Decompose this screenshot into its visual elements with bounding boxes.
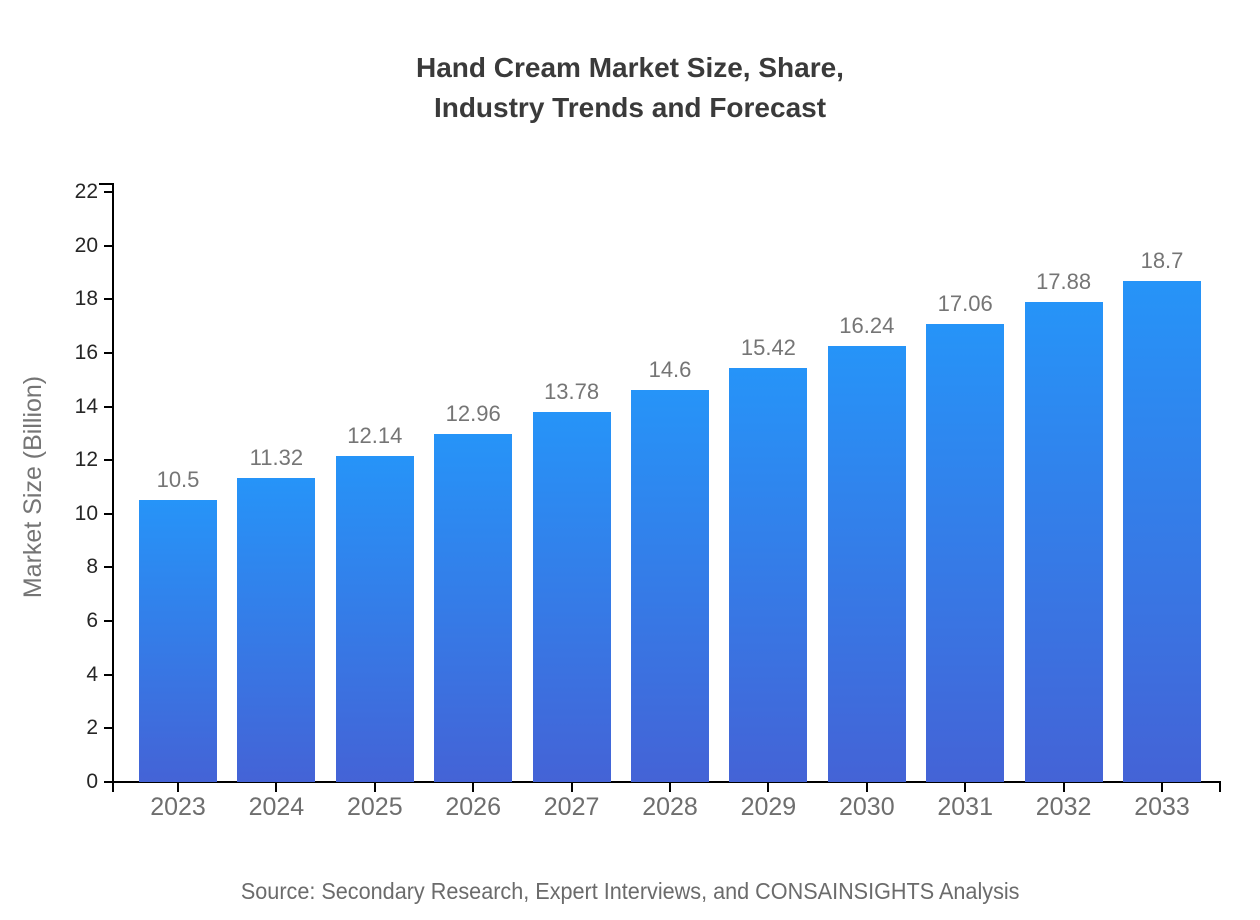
bar-value-label: 12.14	[347, 423, 403, 449]
chart-title: Hand Cream Market Size, Share, Industry …	[0, 48, 1260, 128]
bar	[434, 434, 513, 782]
x-tick-label: 2026	[445, 793, 501, 821]
y-tick-label: 16	[74, 340, 98, 364]
y-tick-mark	[104, 727, 113, 730]
bar	[827, 346, 906, 782]
y-tick-label: 10	[74, 501, 98, 525]
y-tick-mark	[104, 781, 113, 783]
x-tick-mark	[570, 783, 573, 792]
x-tick-mark	[373, 783, 376, 792]
y-tick-label: 12	[74, 448, 98, 472]
bar-value-label: 10.5	[156, 467, 200, 493]
bar-value-label: 15.42	[740, 335, 796, 361]
bar-value-label: 13.78	[544, 379, 600, 405]
y-tick-mark	[104, 405, 113, 408]
y-tick-mark	[104, 298, 113, 301]
x-tick-mark	[964, 783, 967, 792]
y-axis-line	[112, 183, 114, 783]
y-tick-mark	[104, 673, 113, 676]
y-tick-label: 4	[86, 662, 98, 686]
y-tick-mark	[104, 566, 113, 569]
bar-value-label: 12.96	[445, 401, 501, 427]
x-tick-mark	[1161, 783, 1163, 792]
x-axis-line	[112, 781, 1221, 783]
y-tick-mark	[104, 459, 113, 462]
bar-value-label: 18.7	[1140, 247, 1184, 273]
bar	[139, 500, 217, 782]
y-tick-label: 20	[74, 233, 98, 257]
y-tick-mark	[104, 244, 113, 247]
x-axis-origin-tick	[112, 783, 114, 792]
y-tick-label: 14	[74, 394, 98, 418]
bar	[1123, 280, 1201, 782]
bar-value-label: 17.06	[937, 291, 993, 317]
bar-value-label: 16.24	[839, 313, 895, 339]
y-tick-mark	[104, 620, 113, 623]
x-tick-label: 2027	[543, 793, 600, 821]
bar	[532, 412, 611, 782]
x-tick-mark	[865, 783, 868, 792]
x-tick-mark	[275, 783, 278, 792]
x-tick-label: 2033	[1134, 793, 1190, 821]
bar	[729, 368, 808, 782]
x-tick-mark	[669, 783, 671, 792]
bar-value-label: 14.6	[648, 357, 692, 383]
y-tick-mark	[104, 191, 113, 193]
y-tick-label: 8	[86, 555, 98, 579]
bar	[926, 324, 1005, 782]
bar-value-label: 11.32	[249, 445, 304, 471]
source-note-text: Source: Secondary Research, Expert Inter…	[240, 878, 1020, 904]
y-tick-label: 2	[86, 716, 98, 740]
y-axis-end-cap	[99, 183, 114, 185]
x-tick-label: 2023	[150, 793, 206, 821]
x-tick-mark	[472, 783, 475, 792]
x-tick-label: 2025	[346, 793, 403, 821]
chart-title-line2: Industry Trends and Forecast	[433, 92, 827, 123]
y-tick-label: 6	[86, 609, 98, 633]
y-axis-title: Market Size (Billion)	[19, 375, 47, 599]
bar	[631, 390, 709, 782]
x-tick-label: 2031	[937, 793, 993, 821]
chart-title-line1: Hand Cream Market Size, Share,	[416, 52, 844, 83]
y-tick-mark	[104, 351, 113, 354]
x-tick-mark	[767, 783, 770, 792]
bar	[237, 478, 316, 782]
x-tick-label: 2024	[248, 793, 305, 821]
y-tick-mark	[104, 512, 113, 515]
y-tick-label: 22	[74, 180, 98, 203]
bar-value-label: 17.88	[1036, 269, 1092, 295]
bar	[335, 456, 414, 782]
x-tick-label: 2028	[642, 793, 698, 821]
x-tick-label: 2032	[1035, 793, 1092, 821]
y-tick-label: 0	[86, 770, 98, 793]
x-tick-mark	[177, 783, 179, 792]
x-tick-mark	[1062, 783, 1065, 792]
x-axis-end-tick	[1219, 783, 1221, 792]
x-tick-label: 2029	[740, 793, 797, 821]
y-tick-label: 18	[74, 287, 98, 311]
source-note: Source: Secondary Research, Expert Inter…	[0, 878, 1260, 905]
x-tick-label: 2030	[838, 793, 895, 821]
bar	[1024, 302, 1103, 782]
